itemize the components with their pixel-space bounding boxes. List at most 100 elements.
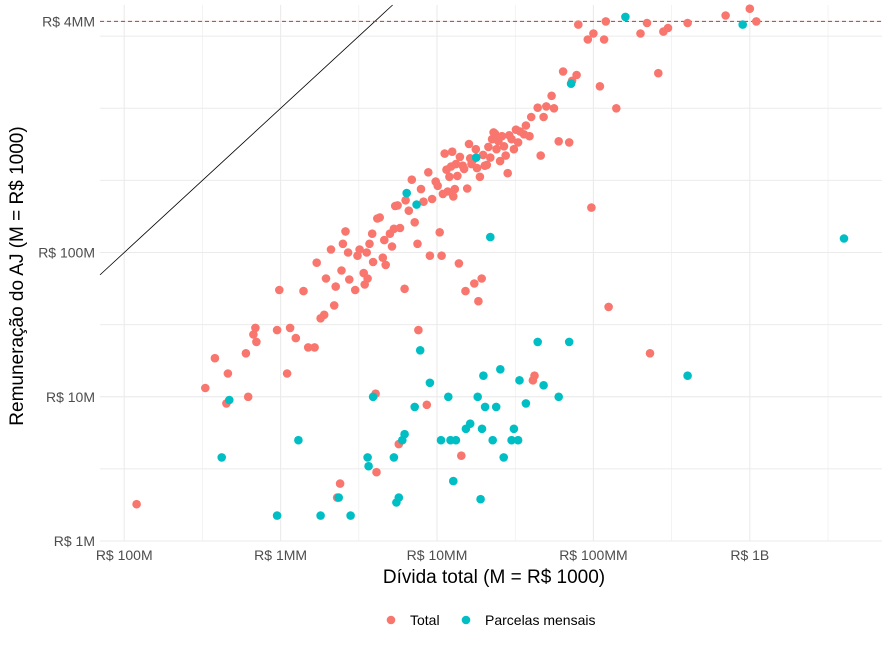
data-point xyxy=(451,435,461,445)
data-point xyxy=(395,223,405,233)
data-point xyxy=(539,112,548,122)
data-point xyxy=(449,476,458,486)
data-point xyxy=(554,392,563,402)
data-point xyxy=(363,274,372,283)
data-point xyxy=(410,218,420,227)
data-point xyxy=(425,251,435,260)
data-point xyxy=(521,399,531,408)
data-point xyxy=(461,286,470,296)
identity-line xyxy=(99,4,393,276)
data-point xyxy=(335,479,345,488)
data-point xyxy=(476,494,485,504)
data-point xyxy=(400,429,409,439)
data-point xyxy=(572,70,581,80)
data-point xyxy=(303,343,313,352)
data-point xyxy=(363,453,372,462)
data-point xyxy=(449,192,458,201)
data-point xyxy=(663,23,673,33)
data-point xyxy=(355,245,364,254)
data-point xyxy=(413,239,422,249)
data-point xyxy=(465,419,475,429)
data-point xyxy=(536,151,545,160)
data-point xyxy=(275,285,284,295)
data-point xyxy=(412,200,421,209)
data-point xyxy=(525,131,534,141)
x-axis-title: Dívida total (M = R$ 1000) xyxy=(383,567,605,588)
data-point xyxy=(654,68,663,78)
data-point xyxy=(484,142,493,152)
data-point xyxy=(251,323,260,333)
series-total xyxy=(132,4,761,509)
data-point xyxy=(410,402,420,412)
data-point xyxy=(455,152,465,162)
data-point xyxy=(558,67,568,76)
legend-key xyxy=(461,615,471,625)
data-point xyxy=(480,402,490,412)
data-point xyxy=(533,337,542,347)
data-point xyxy=(447,147,457,156)
data-point xyxy=(583,35,593,44)
data-point xyxy=(299,286,308,296)
data-point xyxy=(312,258,322,268)
data-point xyxy=(387,242,397,251)
y-tick-label: R$ 10M xyxy=(46,389,95,405)
data-point xyxy=(482,160,492,170)
data-point xyxy=(530,371,539,381)
data-point xyxy=(440,149,450,158)
data-point xyxy=(414,325,423,335)
data-point xyxy=(282,369,292,378)
data-point xyxy=(435,228,445,237)
data-point xyxy=(381,260,391,270)
data-point xyxy=(272,511,282,520)
data-point xyxy=(473,392,483,402)
data-point xyxy=(223,369,233,378)
data-point xyxy=(496,365,505,374)
data-point xyxy=(389,453,399,462)
data-point xyxy=(604,302,613,312)
data-point xyxy=(319,310,329,320)
data-point xyxy=(474,296,483,306)
data-point xyxy=(457,451,466,461)
data-point xyxy=(521,121,531,130)
data-point xyxy=(424,168,433,177)
data-point xyxy=(346,511,355,520)
data-point xyxy=(462,184,472,193)
data-point xyxy=(334,493,344,502)
data-point xyxy=(350,285,360,295)
data-point xyxy=(645,349,655,358)
data-point xyxy=(444,392,453,402)
data-point xyxy=(721,11,730,20)
data-point xyxy=(329,301,339,310)
data-point xyxy=(564,138,574,147)
legend: Total Parcelas mensais xyxy=(386,612,596,628)
data-point xyxy=(492,144,501,154)
data-point xyxy=(343,248,353,257)
data-point xyxy=(443,187,453,196)
data-point xyxy=(478,150,488,160)
data-point xyxy=(368,257,378,267)
data-point xyxy=(210,353,220,363)
data-point xyxy=(507,134,516,144)
x-tick-label: R$ 100M xyxy=(96,547,153,563)
data-point xyxy=(488,435,498,445)
data-point xyxy=(368,392,378,402)
data-point xyxy=(509,144,519,154)
data-point xyxy=(547,91,556,101)
data-point xyxy=(471,144,481,154)
data-point xyxy=(477,274,487,283)
data-point xyxy=(454,259,464,268)
data-point xyxy=(549,104,559,113)
y-axis-ticks: R$ 1M R$ 10M R$ 100M R$ 4MM xyxy=(38,13,95,549)
data-point xyxy=(554,137,563,146)
data-point xyxy=(375,213,385,222)
data-point xyxy=(491,402,501,412)
data-point xyxy=(437,251,446,260)
data-point xyxy=(542,102,551,111)
data-point xyxy=(451,159,461,169)
data-point xyxy=(321,274,331,283)
data-point xyxy=(341,227,350,236)
data-point xyxy=(472,163,482,173)
data-point xyxy=(337,266,346,275)
data-point xyxy=(587,203,596,212)
data-point xyxy=(241,349,251,358)
